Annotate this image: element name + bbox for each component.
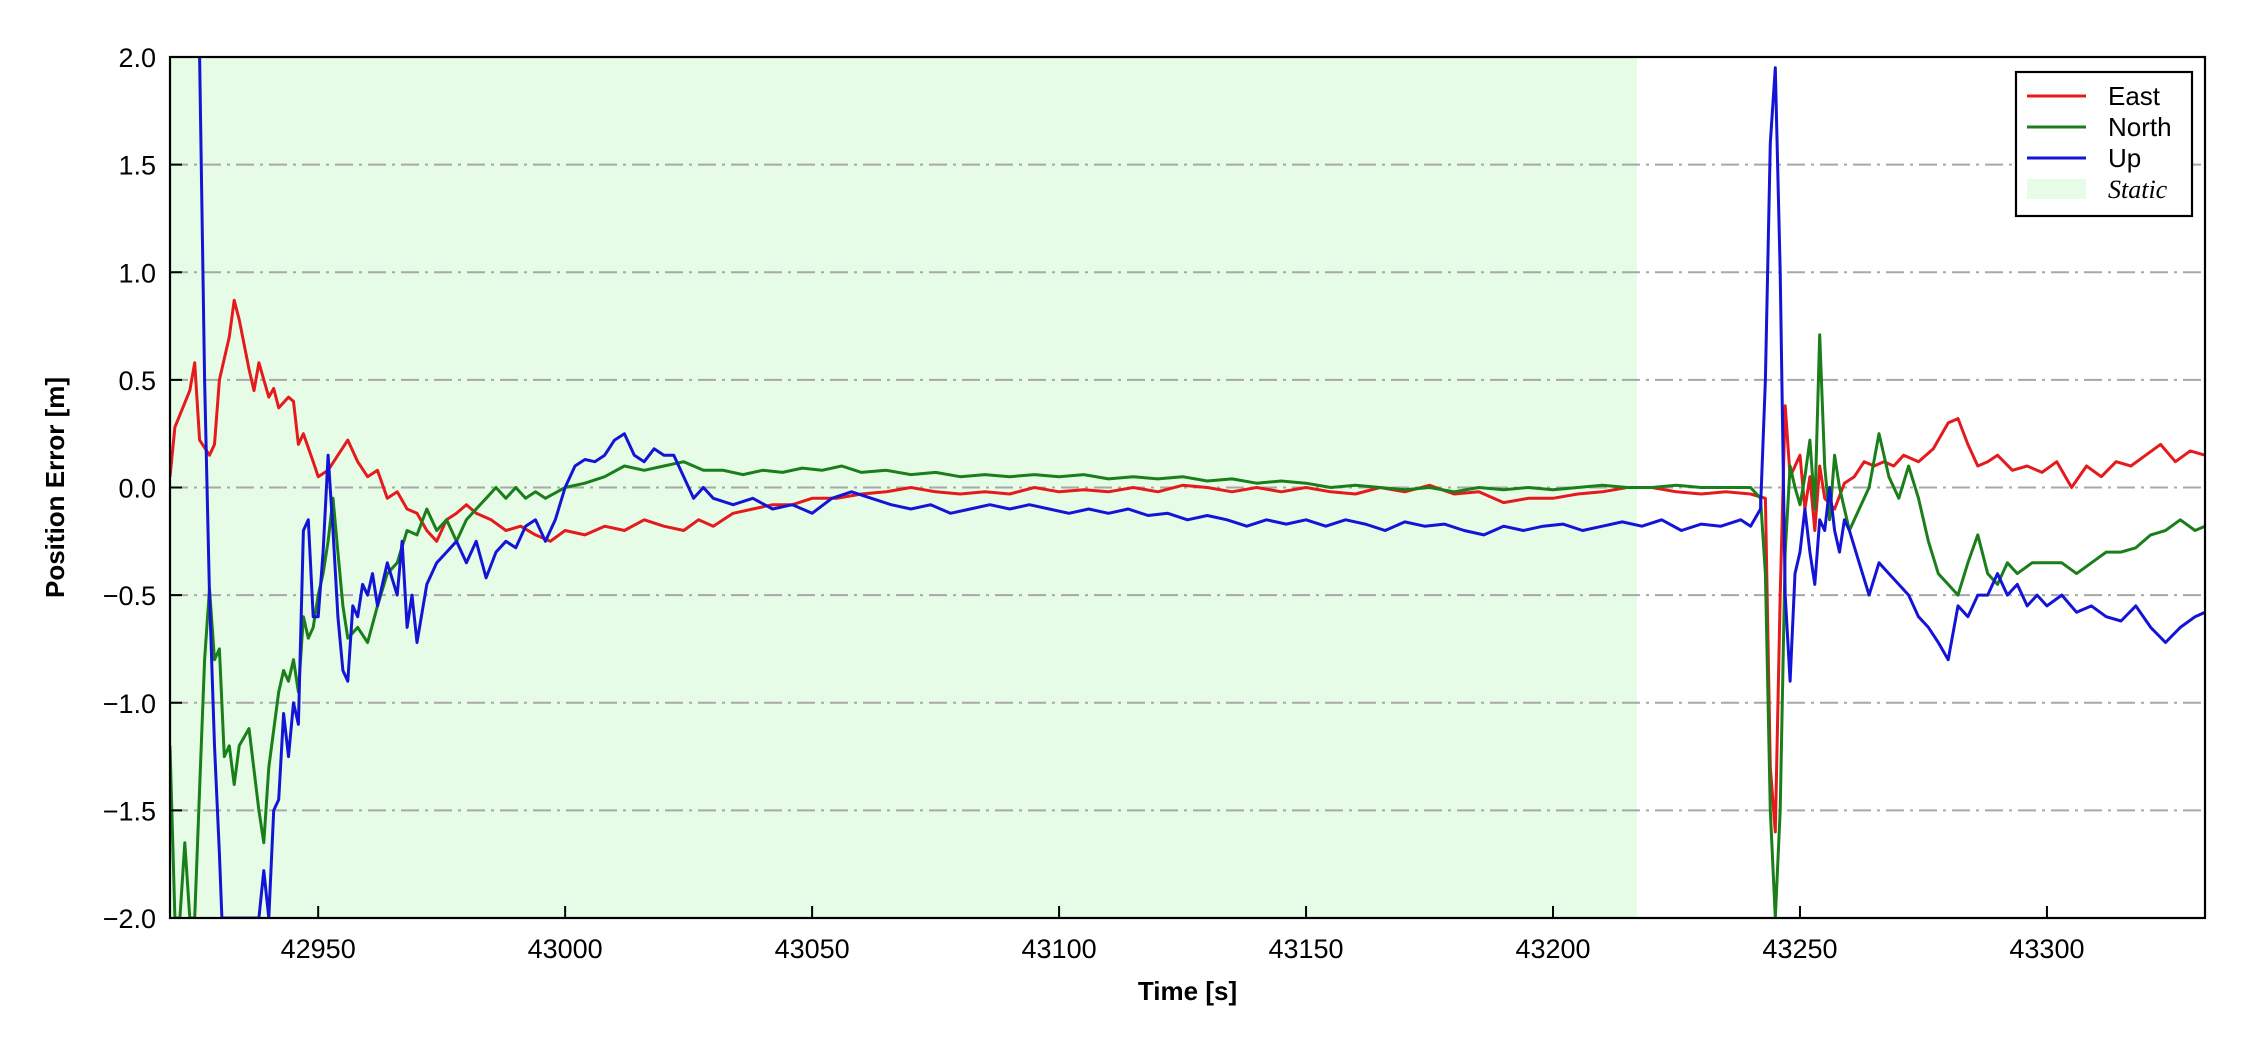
legend-label-static: Static xyxy=(2108,175,2168,204)
legend-swatch-static xyxy=(2027,179,2086,199)
x-tick-label: 43100 xyxy=(1022,934,1097,964)
y-tick-label: 0.5 xyxy=(118,366,156,396)
series-line-up xyxy=(198,57,2205,918)
x-axis-ticks: 42950 43000 43050 43100 43150 43200 43250 43300 xyxy=(281,906,2084,964)
y-tick-label: 2.0 xyxy=(118,43,156,73)
legend-label-east: East xyxy=(2108,81,2161,111)
x-tick-label: 43250 xyxy=(1762,934,1837,964)
x-tick-label: 43150 xyxy=(1268,934,1343,964)
y-tick-label: 0.0 xyxy=(118,474,156,504)
legend-label-up: Up xyxy=(2108,143,2141,173)
x-axis-label: Time [s] xyxy=(1138,976,1237,1006)
x-tick-label: 43200 xyxy=(1515,934,1590,964)
y-axis-label: Position Error [m] xyxy=(40,377,70,598)
series-lines xyxy=(170,57,2205,918)
y-tick-label: −0.5 xyxy=(103,581,156,611)
legend-label-north: North xyxy=(2108,112,2172,142)
x-tick-label: 43300 xyxy=(2009,934,2084,964)
y-tick-label: 1.5 xyxy=(118,151,156,181)
series-line-north xyxy=(170,333,2205,918)
grid-lines xyxy=(170,163,2205,812)
y-tick-label: −1.5 xyxy=(103,796,156,826)
x-tick-label: 43050 xyxy=(775,934,850,964)
y-axis-ticks: −2.0 −1.5 −1.0 −0.5 0.0 0.5 1.0 1.5 2.0 xyxy=(103,43,182,934)
x-tick-label: 42950 xyxy=(281,934,356,964)
y-tick-label: −1.0 xyxy=(103,689,156,719)
y-tick-label: −2.0 xyxy=(103,904,156,934)
x-tick-label: 43000 xyxy=(528,934,603,964)
y-tick-label: 1.0 xyxy=(118,258,156,288)
